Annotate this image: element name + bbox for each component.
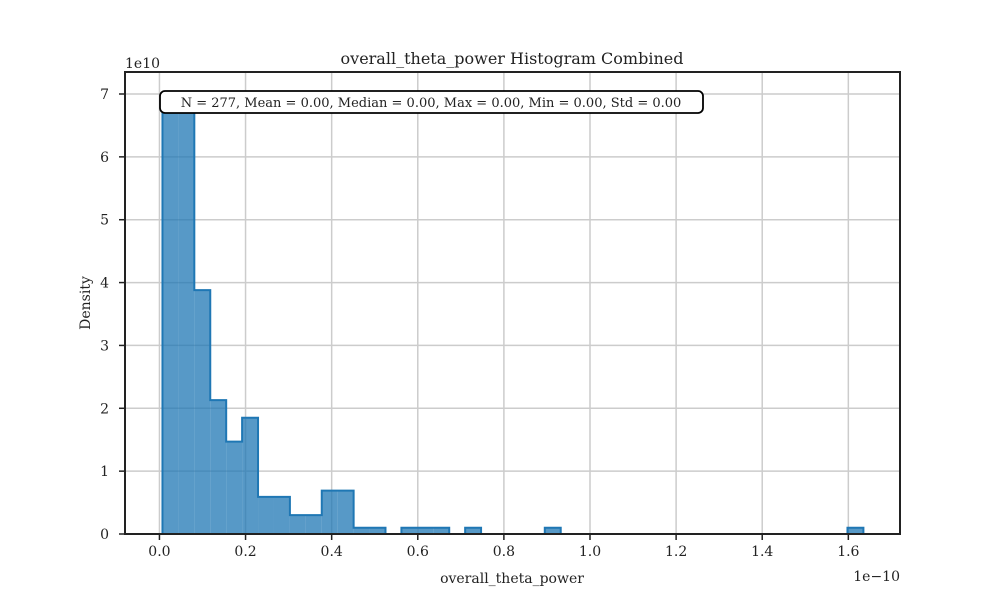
histogram-bar bbox=[242, 417, 259, 534]
stats-annotation: N = 277, Mean = 0.00, Median = 0.00, Max… bbox=[159, 90, 704, 114]
histogram-bar bbox=[162, 100, 179, 535]
histogram-bar bbox=[353, 527, 370, 534]
x-tick-label: 1.0 bbox=[579, 544, 601, 560]
histogram-bar bbox=[369, 527, 386, 534]
y-tick-label: 0 bbox=[100, 527, 109, 543]
x-axis-label: overall_theta_power bbox=[440, 571, 584, 587]
histogram-bar bbox=[433, 527, 450, 534]
histogram-outline bbox=[161, 99, 387, 534]
histogram-bar bbox=[544, 527, 561, 534]
stats-annotation-text: N = 277, Mean = 0.00, Median = 0.00, Max… bbox=[181, 96, 682, 111]
histogram-bar bbox=[321, 490, 338, 534]
x-tick-label: 0.2 bbox=[234, 544, 256, 560]
x-tick-label: 1.2 bbox=[665, 544, 687, 560]
histogram-bar bbox=[258, 496, 274, 534]
plot-frame bbox=[124, 71, 901, 535]
histogram-outline bbox=[400, 526, 451, 534]
histogram-bar bbox=[417, 527, 434, 534]
histogram-bar bbox=[305, 515, 322, 534]
y-axis-label: Density bbox=[78, 276, 94, 330]
y-tick-label: 7 bbox=[100, 87, 109, 103]
chart-title: overall_theta_power Histogram Combined bbox=[341, 49, 684, 68]
histogram-bar bbox=[210, 400, 227, 534]
y-axis-offset-label: 1e10 bbox=[125, 56, 160, 72]
stats-annotation-box bbox=[159, 90, 704, 114]
histogram-outline bbox=[464, 526, 483, 534]
y-tick-label: 1 bbox=[100, 464, 109, 480]
histogram-bar bbox=[226, 441, 243, 534]
histogram-bar bbox=[401, 527, 418, 534]
histogram-bar bbox=[465, 527, 482, 534]
x-tick-label: 0.8 bbox=[493, 544, 515, 560]
y-tick-label: 4 bbox=[100, 276, 109, 292]
histogram-bar bbox=[194, 290, 211, 534]
histogram-bar bbox=[847, 527, 864, 534]
y-tick-label: 3 bbox=[100, 338, 109, 354]
x-tick-label: 0.4 bbox=[321, 544, 343, 560]
x-tick-label: 1.6 bbox=[837, 544, 859, 560]
histogram-bars bbox=[161, 99, 865, 535]
y-tick-label: 6 bbox=[100, 150, 109, 166]
x-tick-label: 0.0 bbox=[148, 544, 170, 560]
axis-ticks: 0.0 0.2 0.4 0.6 0.8 1.0 1.2 1.4 1.6 0 1 2 3 4 5 6 7 bbox=[100, 87, 859, 560]
x-tick-label: 0.6 bbox=[407, 544, 429, 560]
histogram-bar bbox=[289, 515, 306, 534]
x-axis-offset-label: 1e−10 bbox=[853, 569, 900, 585]
histogram-bar bbox=[273, 496, 290, 534]
histogram-outline bbox=[543, 526, 562, 534]
histogram-bar bbox=[337, 490, 354, 534]
histogram-outline bbox=[846, 526, 865, 534]
y-tick-label: 5 bbox=[100, 213, 109, 229]
x-tick-label: 1.4 bbox=[751, 544, 773, 560]
y-tick-label: 2 bbox=[100, 401, 109, 417]
histogram-bar bbox=[178, 100, 195, 535]
